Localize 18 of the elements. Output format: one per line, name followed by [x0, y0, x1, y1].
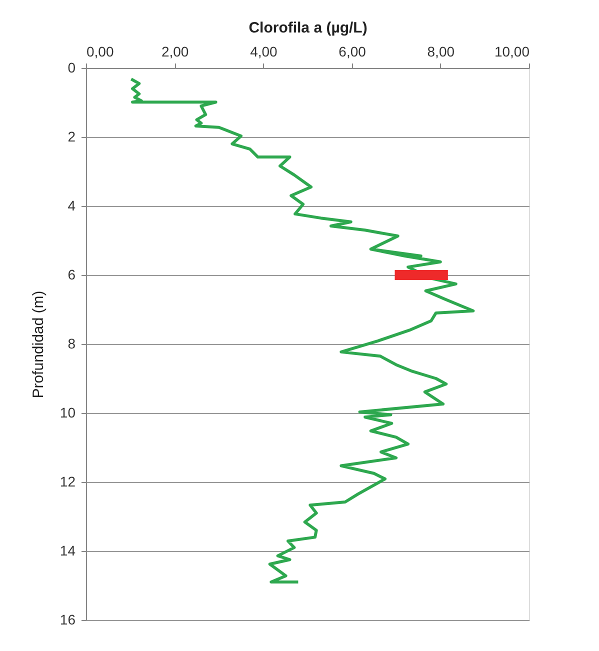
- x-axis-title: Clorofila a (µg/L): [248, 20, 368, 36]
- x-tick-label: 4,00: [250, 44, 278, 60]
- y-axis-title: Profundidad (m): [30, 290, 47, 398]
- y-tick-label: 10: [60, 404, 76, 420]
- y-tick-label: 0: [68, 60, 76, 76]
- line-series: [130, 78, 475, 584]
- y-tick-label: 6: [68, 266, 76, 282]
- y-tick-label: 4: [68, 198, 76, 214]
- y-tick-label: 16: [60, 612, 76, 628]
- y-tick-label: 14: [60, 542, 76, 558]
- x-tick-label: 0,00: [86, 44, 114, 60]
- y-tick-label: 12: [60, 474, 76, 490]
- y-tick-label: 8: [68, 336, 76, 352]
- x-tick-label: 10,00: [494, 44, 530, 60]
- x-tick-label: 8,00: [427, 44, 455, 60]
- y-tick-label: 2: [68, 128, 76, 144]
- x-tick-label: 2,00: [161, 44, 189, 60]
- x-tick-label: 6,00: [338, 44, 366, 60]
